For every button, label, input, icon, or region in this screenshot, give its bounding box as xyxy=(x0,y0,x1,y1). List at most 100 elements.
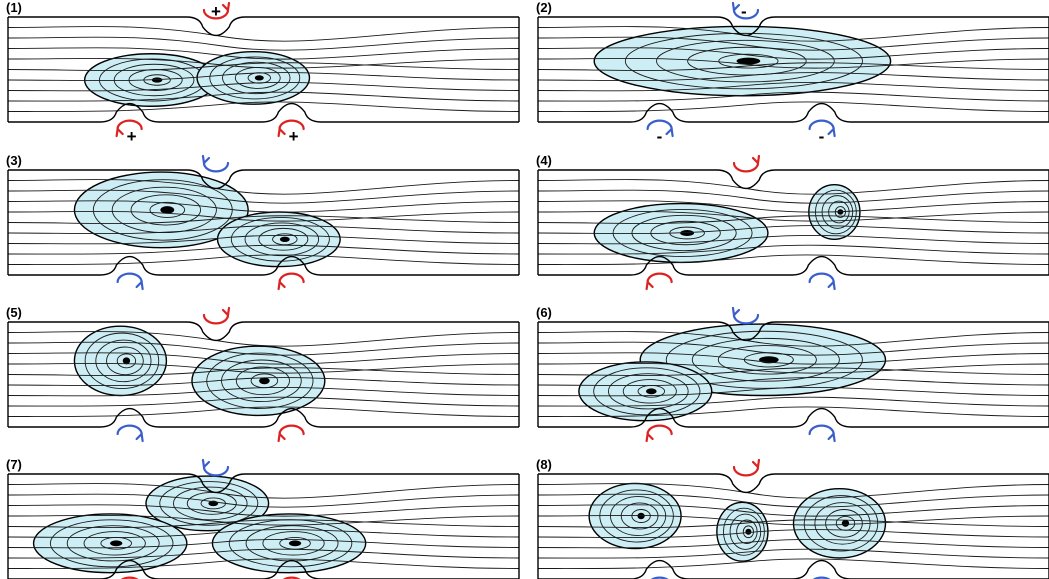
streamline xyxy=(537,386,1049,397)
streamline xyxy=(537,36,1049,51)
streamline xyxy=(7,341,520,356)
panel: (2) - - - xyxy=(536,0,1049,146)
streamline xyxy=(537,189,1049,204)
closed-streamline xyxy=(262,531,325,556)
rotation-sign: + xyxy=(211,2,221,21)
top-wall xyxy=(538,169,1049,190)
streamline xyxy=(7,558,520,569)
streamline xyxy=(7,215,520,224)
arrow-head-icon xyxy=(135,279,144,291)
streamline xyxy=(7,47,520,60)
arrow-head-icon xyxy=(277,279,286,291)
bottom-wall xyxy=(538,102,1049,123)
closed-streamline xyxy=(631,509,651,523)
rotation-sign: - xyxy=(819,127,825,146)
rotation-arrow xyxy=(646,119,673,131)
closed-streamline xyxy=(130,194,201,226)
closed-streamline xyxy=(186,492,237,515)
vortex-core xyxy=(259,377,270,385)
streamline xyxy=(7,538,520,549)
rotation-arrow xyxy=(116,272,143,284)
closed-streamline xyxy=(66,525,160,562)
vortex-core xyxy=(110,540,123,547)
streamline xyxy=(537,254,1049,265)
arrow-head-icon xyxy=(277,431,286,443)
rotation-arrow xyxy=(732,313,760,325)
arrow-head-icon xyxy=(645,279,654,291)
closed-streamline xyxy=(235,366,290,396)
arrow-head-icon xyxy=(221,1,231,13)
arrow-head-icon xyxy=(201,154,211,166)
rotation-sign: + xyxy=(127,127,137,146)
streamline xyxy=(537,377,1049,387)
arrow-head-icon xyxy=(115,126,124,138)
streamline xyxy=(7,91,520,102)
rotation-arrow xyxy=(646,424,673,436)
streamline xyxy=(7,244,520,255)
panel: (6) xyxy=(536,305,1049,443)
vortex-core xyxy=(841,519,850,527)
streamline xyxy=(537,57,1049,69)
top-wall xyxy=(538,473,1049,494)
closed-streamline xyxy=(608,373,689,410)
streamline xyxy=(537,548,1049,559)
closed-streamline xyxy=(723,507,765,556)
closed-streamline xyxy=(83,531,146,556)
vortex-core xyxy=(645,388,657,395)
recirculation-zone xyxy=(578,361,713,422)
closed-streamline xyxy=(612,209,753,257)
closed-streamline xyxy=(95,339,152,383)
vortex-core xyxy=(254,75,264,81)
bottom-wall xyxy=(538,255,1049,276)
streamline xyxy=(537,367,1049,376)
streamline xyxy=(7,514,520,526)
closed-streamline xyxy=(244,222,320,257)
closed-streamline xyxy=(221,359,302,403)
top-wall xyxy=(8,321,519,342)
top-wall xyxy=(538,16,1049,37)
rotation-arrow xyxy=(282,576,301,579)
arrow-head-icon xyxy=(221,306,231,318)
streamline xyxy=(7,396,520,407)
closed-streamline xyxy=(665,330,863,389)
streamline xyxy=(537,101,1049,112)
streamline xyxy=(537,558,1049,569)
streamline xyxy=(537,234,1049,245)
streamline xyxy=(7,189,520,204)
panel: (1) + + + xyxy=(6,0,520,146)
rotation-arrow xyxy=(278,272,305,284)
streamline xyxy=(7,519,520,528)
rotation-sign: + xyxy=(289,127,299,146)
streamline xyxy=(7,367,520,376)
streamline xyxy=(7,331,520,347)
panel-label: (7) xyxy=(6,457,22,472)
rotation-arrow xyxy=(120,576,139,579)
top-wall xyxy=(8,169,519,190)
streamline xyxy=(537,210,1049,222)
rotation-arrow xyxy=(732,8,760,20)
bottom-wall xyxy=(538,559,1049,579)
streamline xyxy=(7,179,520,195)
vortex-core xyxy=(279,236,290,243)
rotation-arrow xyxy=(812,576,831,579)
closed-streamline xyxy=(222,61,291,95)
streamline xyxy=(537,179,1049,195)
closed-streamline xyxy=(173,486,248,521)
closed-streamline xyxy=(49,519,174,568)
vortex-core xyxy=(288,540,302,547)
rotation-arrow xyxy=(202,313,230,325)
streamline xyxy=(7,254,520,265)
top-wall xyxy=(8,16,519,37)
streamline xyxy=(7,81,520,92)
streamline xyxy=(537,225,1049,235)
closed-streamline xyxy=(593,367,701,416)
streamline xyxy=(7,36,520,51)
vortex-core xyxy=(736,57,761,65)
streamline xyxy=(7,406,520,417)
streamline xyxy=(7,234,520,245)
streamline xyxy=(537,244,1049,255)
arrow-head-icon xyxy=(665,126,674,138)
closed-streamline xyxy=(687,46,807,76)
rotation-arrow xyxy=(278,424,305,436)
panel-label: (1) xyxy=(6,0,22,15)
